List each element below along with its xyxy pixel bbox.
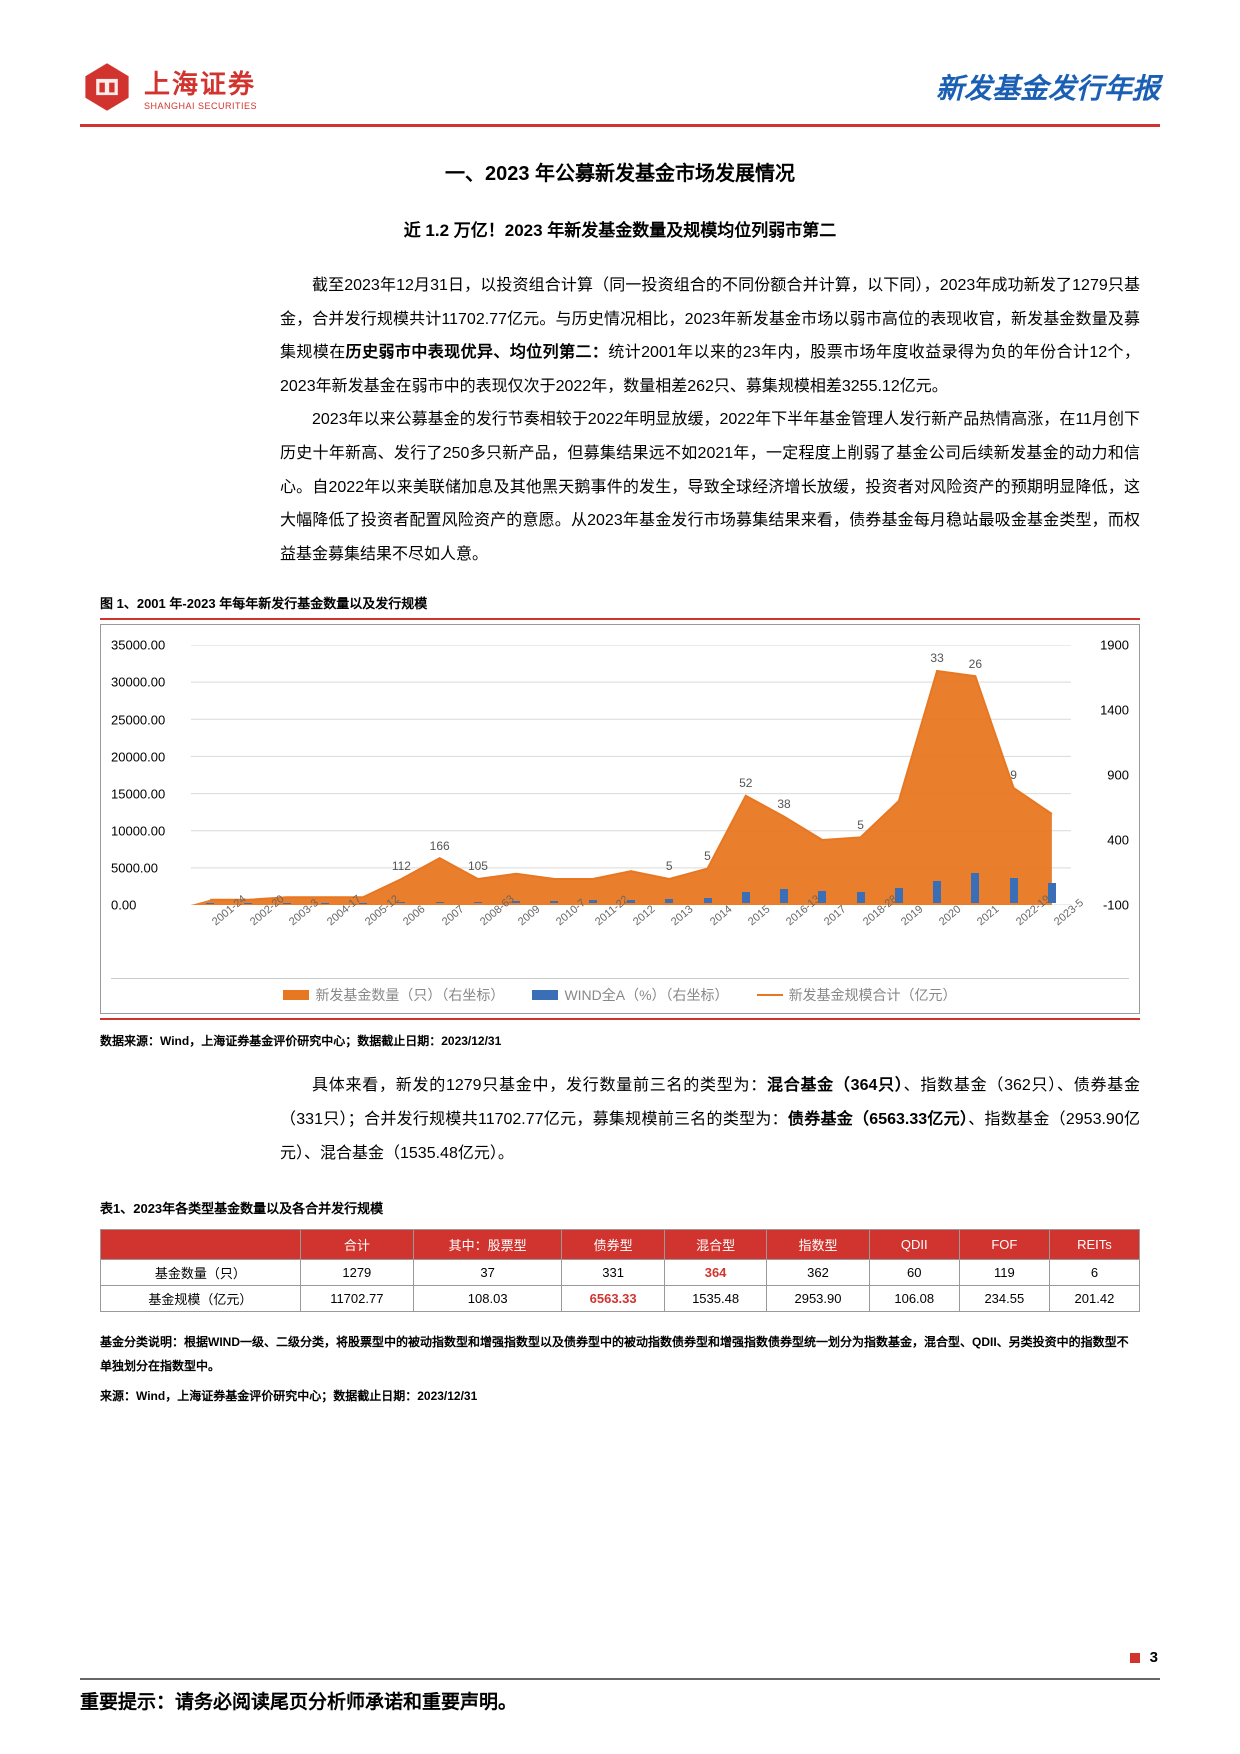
figure-rule-bottom	[100, 1018, 1140, 1020]
header-rule	[80, 124, 1160, 127]
paragraph-2: 2023年以来公募基金的发行节奏相较于2022年明显放缓，2022年下半年基金管…	[280, 403, 1140, 571]
section-title: 一、2023 年公募新发基金市场发展情况	[80, 157, 1160, 186]
report-title: 新发基金发行年报	[936, 67, 1160, 107]
footer-rule	[80, 1678, 1160, 1680]
logo-text-en: SHANGHAI SECURITIES	[144, 101, 257, 111]
paragraph-3: 具体来看，新发的1279只基金中，发行数量前三名的类型为：混合基金（364只）、…	[280, 1069, 1140, 1170]
figure-1-title: 图 1、2001 年-2023 年每年新发行基金数量以及发行规模	[100, 593, 1160, 612]
table-1-title: 表1、2023年各类型基金数量以及各合并发行规模	[100, 1198, 1160, 1217]
page-number: 3	[1130, 1649, 1158, 1666]
chart-legend: 新发基金数量（只）（右坐标） WIND全A（%）（右坐标） 新发基金规模合计（亿…	[111, 978, 1129, 1005]
footer-disclaimer: 重要提示：请务必阅读尾页分析师承诺和重要声明。	[80, 1687, 517, 1714]
subtitle: 近 1.2 万亿！2023 年新发基金数量及规模均位列弱市第二	[80, 216, 1160, 241]
page-header: 上海证券 SHANGHAI SECURITIES 新发基金发行年报	[80, 60, 1160, 114]
figure-rule	[100, 618, 1140, 620]
table-1: 合计其中：股票型债券型混合型指数型QDIIFOFREITs 基金数量（只）127…	[100, 1229, 1140, 1312]
logo-text-cn: 上海证券	[144, 64, 257, 101]
chart-figure-1: 112166105555238533269 35000.0030000.0025…	[100, 624, 1140, 1014]
table-note-1: 基金分类说明：根据WIND一级、二级分类，将股票型中的被动指数型和增强指数型以及…	[100, 1330, 1140, 1378]
table-note-2: 来源：Wind，上海证券基金评价研究中心；数据截止日期：2023/12/31	[100, 1384, 1140, 1408]
figure-source: 数据来源：Wind，上海证券基金评价研究中心；数据截止日期：2023/12/31	[100, 1032, 1160, 1049]
logo: 上海证券 SHANGHAI SECURITIES	[80, 60, 257, 114]
paragraph-1: 截至2023年12月31日，以投资组合计算（同一投资组合的不同份额合并计算，以下…	[280, 269, 1140, 403]
logo-icon	[80, 60, 134, 114]
